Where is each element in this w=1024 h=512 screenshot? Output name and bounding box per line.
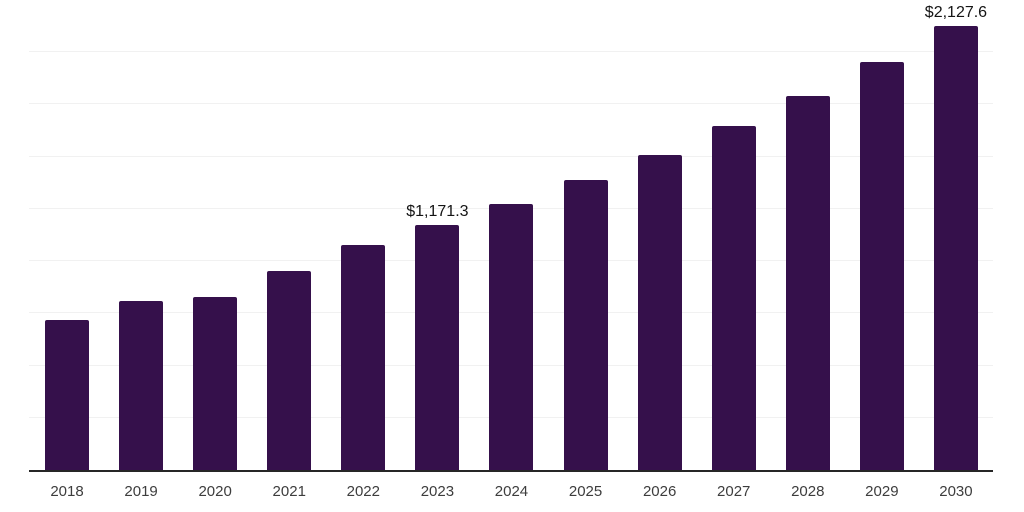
x-tick-label-2018: 2018 — [50, 483, 84, 500]
gridline — [29, 155, 993, 157]
x-tick-label-2019: 2019 — [124, 483, 158, 500]
x-tick-label-2025: 2025 — [568, 483, 603, 500]
bar-group-2019: 2019 — [119, 301, 164, 499]
bar-group-2025: 2025 — [563, 180, 608, 499]
bar-2028 — [785, 95, 830, 470]
bar-2027 — [711, 126, 756, 470]
plot-area: 2018 2019 2020 2021 2022 $1,171.3 2023 2024 2025… — [29, 0, 993, 499]
x-tick-label-2021: 2021 — [272, 483, 306, 500]
bar-2025 — [563, 180, 608, 470]
bar-2026 — [637, 154, 682, 470]
bar-group-2020: 2020 — [193, 297, 238, 499]
bar-group-2022: 2022 — [341, 244, 386, 499]
bar-2029 — [859, 61, 904, 470]
data-label-2030: $2,127.6 — [924, 3, 988, 21]
bar-group-2026: 2026 — [637, 154, 682, 499]
bar-2030 — [933, 25, 978, 470]
x-tick-label-2027: 2027 — [717, 483, 751, 500]
bar-2018 — [45, 319, 89, 470]
x-tick-label-2028: 2028 — [791, 483, 825, 500]
bar-group-2028: 2028 — [785, 95, 830, 499]
bar-group-2021: 2021 — [267, 270, 312, 499]
x-tick-label-2030: 2030 — [939, 483, 973, 500]
x-tick-label-2026: 2026 — [642, 483, 677, 500]
bar-group-2023: $1,171.3 2023 — [406, 204, 468, 499]
x-tick-label-2020: 2020 — [198, 483, 232, 500]
bar-2022 — [341, 244, 386, 470]
bar-group-2027: 2027 — [711, 126, 756, 499]
bar-2019 — [119, 301, 164, 470]
bar-group-2030: $2,127.6 2030 — [925, 4, 987, 499]
x-tick-label-2024: 2024 — [494, 483, 529, 500]
bar-2023 — [415, 225, 460, 470]
x-tick-label-2029: 2029 — [865, 483, 899, 500]
bar-2024 — [489, 203, 534, 470]
x-tick-label-2023: 2023 — [420, 483, 455, 500]
bar-group-2024: 2024 — [489, 203, 534, 499]
gridline — [29, 51, 993, 53]
bar-2021 — [267, 270, 312, 470]
data-label-2023: $1,171.3 — [406, 203, 469, 221]
bar-group-2029: 2029 — [859, 61, 904, 499]
bar-2020 — [193, 297, 238, 470]
x-tick-label-2022: 2022 — [346, 483, 380, 500]
bar-series: 2018 2019 2020 2021 2022 $1,171.3 2023 2024 2025… — [29, 0, 993, 499]
gridline — [29, 103, 993, 105]
bar-group-2018: 2018 — [45, 319, 89, 499]
